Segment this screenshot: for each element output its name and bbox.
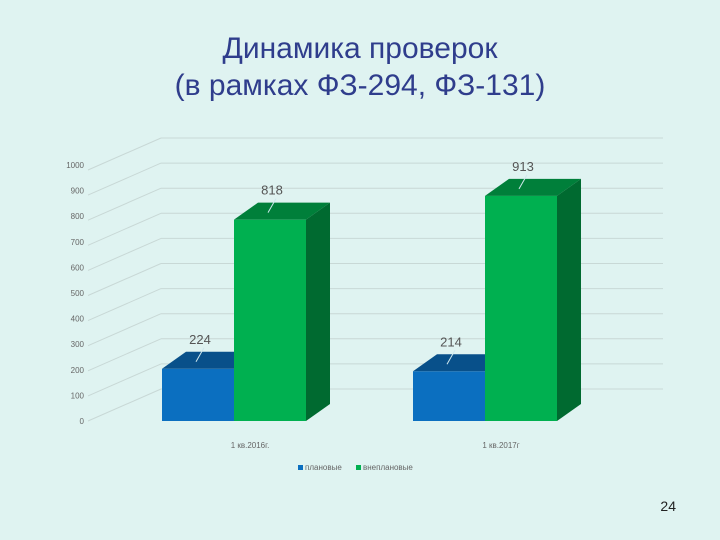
- y-tick-label: 700: [71, 238, 85, 247]
- y-tick-label: 200: [71, 366, 85, 375]
- y-tick-label: 600: [71, 263, 85, 272]
- gridline-diagonal: [87, 187, 162, 221]
- bar-planned: [413, 371, 485, 421]
- gridline-diagonal: [87, 388, 162, 422]
- x-tick-label: 1 кв.2016г.: [231, 441, 270, 450]
- gridline-diagonal: [87, 338, 162, 372]
- y-axis-ticks: 0 100 200 300 400 500 600 700 800 900 1000: [66, 161, 84, 426]
- bar-side-face: [306, 202, 330, 421]
- data-label-leader: [267, 198, 277, 213]
- data-label-leader: [518, 174, 528, 190]
- bar-side-face: [557, 178, 581, 421]
- gridline-diagonal: [87, 313, 162, 347]
- gridline-diagonal: [87, 137, 162, 171]
- data-labels: 224 818 214 913: [189, 159, 534, 365]
- y-tick-label: 0: [80, 417, 85, 426]
- y-tick-label: 900: [71, 187, 85, 196]
- y-tick-label: 1000: [66, 161, 84, 170]
- bar-unplanned: [485, 195, 557, 421]
- x-tick-label: 1 кв.2017г: [482, 441, 519, 450]
- title-line-2: (в рамках ФЗ-294, ФЗ-131): [174, 69, 546, 102]
- bar-unplanned: [234, 219, 306, 421]
- data-label: 224: [189, 332, 211, 347]
- gridline-diagonal: [87, 263, 162, 296]
- page-number: 24: [660, 498, 676, 514]
- legend-swatch: [356, 465, 361, 470]
- data-label: 913: [512, 159, 534, 174]
- legend-label: плановые: [305, 463, 342, 472]
- gridline-diagonal: [87, 288, 162, 322]
- slide-title: Динамика проверок (в рамках ФЗ-294, ФЗ-1…: [0, 30, 720, 104]
- gridline-diagonal: [87, 363, 162, 397]
- y-tick-label: 500: [71, 289, 85, 298]
- y-tick-label: 300: [71, 340, 85, 349]
- data-label: 214: [440, 334, 462, 349]
- bar-top-face: [485, 178, 581, 196]
- data-label-leader: [446, 350, 456, 365]
- gridline-diagonal: [87, 237, 162, 271]
- y-tick-label: 400: [71, 315, 85, 324]
- chart-legend: плановые внеплановые: [298, 463, 413, 472]
- title-line-1: Динамика проверок: [222, 32, 498, 65]
- y-tick-label: 800: [71, 212, 85, 221]
- data-label-leader: [195, 347, 205, 363]
- data-label: 818: [261, 183, 283, 198]
- x-axis-ticks: 1 кв.2016г. 1 кв.2017г: [231, 441, 520, 450]
- chart-bars: [162, 178, 581, 421]
- legend-label: внеплановые: [363, 463, 413, 472]
- legend-swatch: [298, 465, 303, 470]
- bar-planned: [162, 368, 234, 421]
- gridline-diagonal: [87, 162, 162, 196]
- y-tick-label: 100: [71, 391, 85, 400]
- gridline-diagonal: [87, 212, 162, 246]
- bar-top-face: [234, 202, 330, 220]
